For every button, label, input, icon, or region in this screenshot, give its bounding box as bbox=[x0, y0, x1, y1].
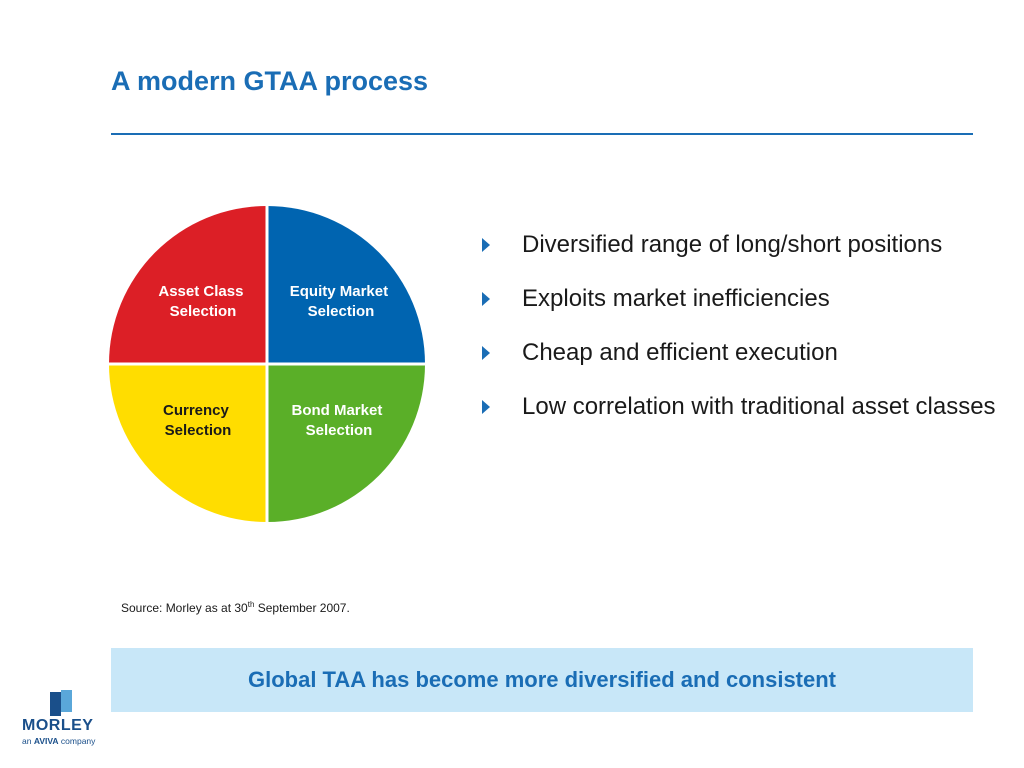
slide-title: A modern GTAA process bbox=[111, 66, 429, 96]
segment-bond-market bbox=[267, 364, 425, 522]
banner-text: Global TAA has become more diversified a… bbox=[247, 667, 837, 692]
logo-tagline: an AVIVA company bbox=[22, 736, 96, 746]
bullet-arrow-icon bbox=[482, 400, 490, 414]
segment-bond-market-label: Bond Market Selection bbox=[291, 402, 386, 439]
source-note: Source: Morley as at 30th September 2007… bbox=[121, 600, 350, 615]
segment-asset-class bbox=[109, 206, 267, 364]
segment-asset-class-label: Asset Class Selection bbox=[158, 283, 247, 320]
gtaa-process-pie: Asset Class Selection Equity Market Sele… bbox=[108, 205, 426, 523]
key-points-list: Diversified range of long/short position… bbox=[480, 228, 1000, 444]
bullet-arrow-icon bbox=[482, 346, 490, 360]
list-item: Diversified range of long/short position… bbox=[480, 228, 1000, 262]
bullet-arrow-icon bbox=[482, 292, 490, 306]
segment-equity-market bbox=[267, 206, 425, 364]
title-divider bbox=[111, 133, 973, 135]
morley-logo-mark-icon bbox=[50, 690, 72, 716]
logo-wordmark: MORLEY bbox=[22, 717, 94, 734]
list-item: Exploits market inefficiencies bbox=[480, 282, 1000, 316]
segment-equity-market-label: Equity Market Selection bbox=[290, 283, 393, 320]
segment-currency-label: Currency Selection bbox=[163, 402, 233, 439]
segment-currency bbox=[109, 364, 267, 522]
list-item: Cheap and efficient execution bbox=[480, 336, 1000, 370]
conclusion-banner: Global TAA has become more diversified a… bbox=[111, 648, 973, 712]
bullet-arrow-icon bbox=[482, 238, 490, 252]
list-item: Low correlation with traditional asset c… bbox=[480, 390, 1000, 424]
